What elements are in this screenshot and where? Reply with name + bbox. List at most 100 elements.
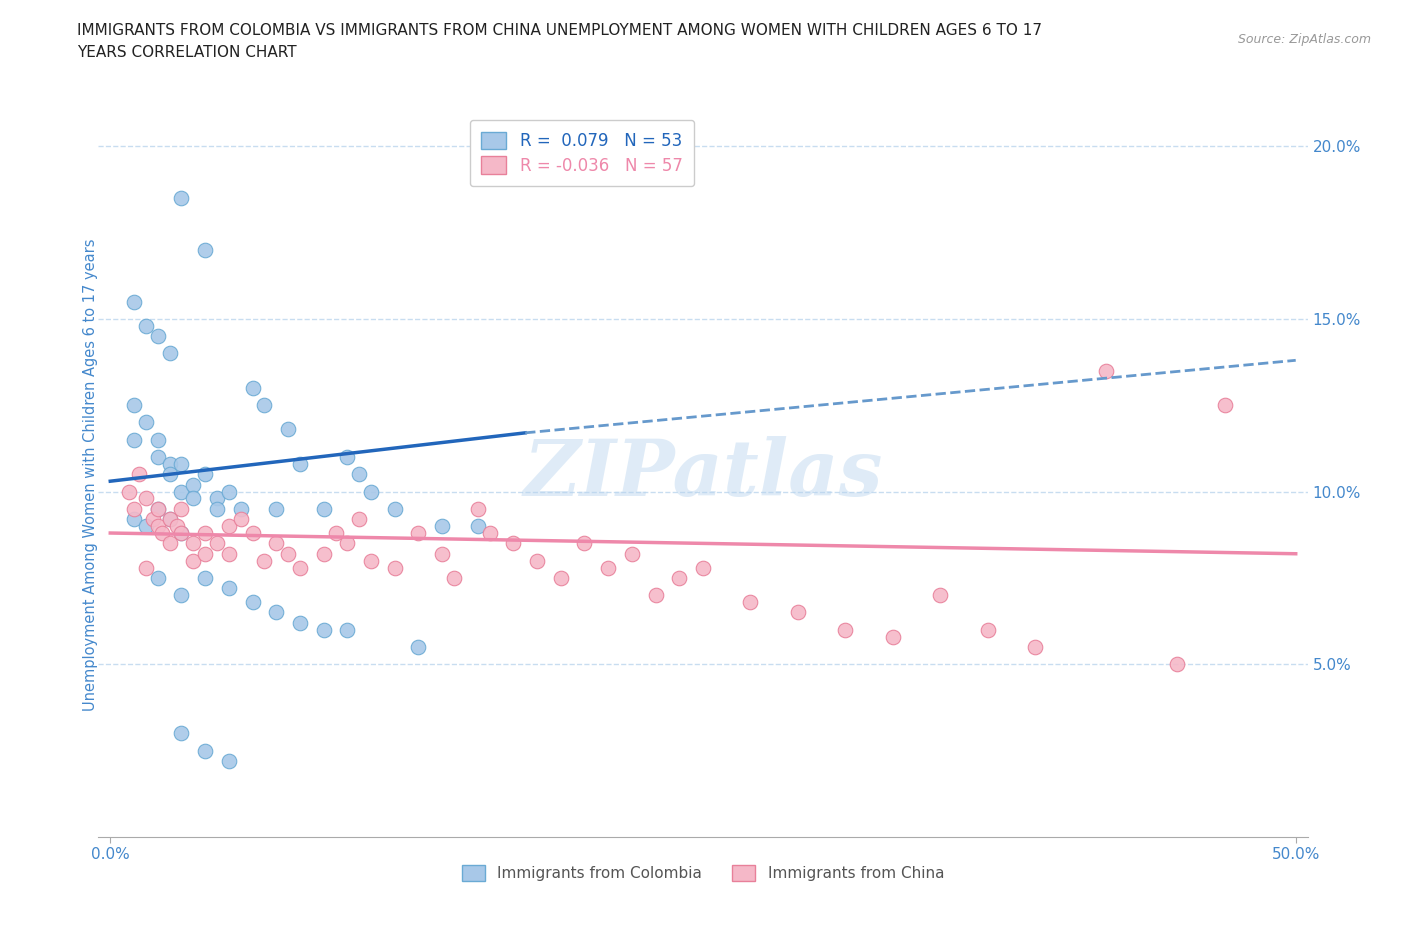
Point — [229, 501, 252, 516]
Point — [277, 546, 299, 561]
Point — [242, 380, 264, 395]
Text: YEARS CORRELATION CHART: YEARS CORRELATION CHART — [77, 45, 297, 60]
Point — [146, 501, 169, 516]
Point — [194, 570, 217, 585]
Point — [336, 536, 359, 551]
Point — [288, 616, 311, 631]
Point — [312, 622, 335, 637]
Point — [264, 501, 287, 516]
Point — [181, 491, 204, 506]
Point — [170, 191, 193, 206]
Point — [834, 622, 856, 637]
Point — [118, 485, 141, 499]
Point — [740, 594, 762, 609]
Point — [170, 457, 193, 472]
Point — [229, 512, 252, 526]
Point — [526, 553, 548, 568]
Point — [122, 398, 145, 413]
Legend: Immigrants from Colombia, Immigrants from China: Immigrants from Colombia, Immigrants fro… — [456, 859, 950, 887]
Point — [218, 519, 240, 534]
Point — [146, 501, 169, 516]
Point — [170, 501, 193, 516]
Point — [336, 449, 359, 464]
Point — [170, 726, 193, 741]
Point — [312, 501, 335, 516]
Point — [443, 570, 465, 585]
Point — [574, 536, 596, 551]
Point — [181, 536, 204, 551]
Point — [159, 467, 181, 482]
Point — [312, 546, 335, 561]
Point — [128, 467, 150, 482]
Point — [159, 512, 181, 526]
Point — [668, 570, 690, 585]
Point — [135, 560, 157, 575]
Point — [384, 560, 406, 575]
Point — [122, 432, 145, 447]
Point — [146, 570, 169, 585]
Point — [550, 570, 572, 585]
Point — [218, 546, 240, 561]
Point — [929, 588, 952, 603]
Point — [135, 491, 157, 506]
Point — [277, 422, 299, 437]
Point — [218, 753, 240, 768]
Point — [159, 536, 181, 551]
Point — [478, 525, 501, 540]
Point — [432, 546, 454, 561]
Point — [336, 622, 359, 637]
Point — [1095, 364, 1118, 379]
Point — [347, 467, 370, 482]
Point — [181, 553, 204, 568]
Point — [264, 536, 287, 551]
Point — [122, 512, 145, 526]
Point — [264, 605, 287, 620]
Point — [122, 501, 145, 516]
Point — [122, 294, 145, 309]
Point — [170, 525, 193, 540]
Point — [432, 519, 454, 534]
Point — [347, 512, 370, 526]
Point — [882, 630, 904, 644]
Point — [146, 449, 169, 464]
Point — [170, 485, 193, 499]
Point — [194, 743, 217, 758]
Point — [146, 432, 169, 447]
Point — [218, 485, 240, 499]
Point — [242, 525, 264, 540]
Point — [598, 560, 620, 575]
Point — [181, 477, 204, 492]
Point — [152, 525, 174, 540]
Point — [408, 525, 430, 540]
Point — [159, 346, 181, 361]
Point — [384, 501, 406, 516]
Text: ZIPatlas: ZIPatlas — [523, 436, 883, 512]
Point — [467, 519, 489, 534]
Point — [135, 318, 157, 333]
Point — [786, 605, 808, 620]
Point — [159, 457, 181, 472]
Point — [360, 553, 382, 568]
Point — [253, 553, 276, 568]
Point — [1024, 640, 1046, 655]
Point — [325, 525, 347, 540]
Point — [253, 398, 276, 413]
Point — [146, 519, 169, 534]
Point — [135, 415, 157, 430]
Point — [467, 501, 489, 516]
Point — [205, 536, 228, 551]
Point — [194, 243, 217, 258]
Point — [1166, 657, 1188, 671]
Point — [205, 501, 228, 516]
Point — [194, 525, 217, 540]
Point — [205, 491, 228, 506]
Point — [288, 457, 311, 472]
Point — [218, 581, 240, 596]
Point — [170, 588, 193, 603]
Point — [194, 467, 217, 482]
Point — [976, 622, 998, 637]
Point — [242, 594, 264, 609]
Point — [166, 519, 188, 534]
Point — [692, 560, 714, 575]
Point — [142, 512, 165, 526]
